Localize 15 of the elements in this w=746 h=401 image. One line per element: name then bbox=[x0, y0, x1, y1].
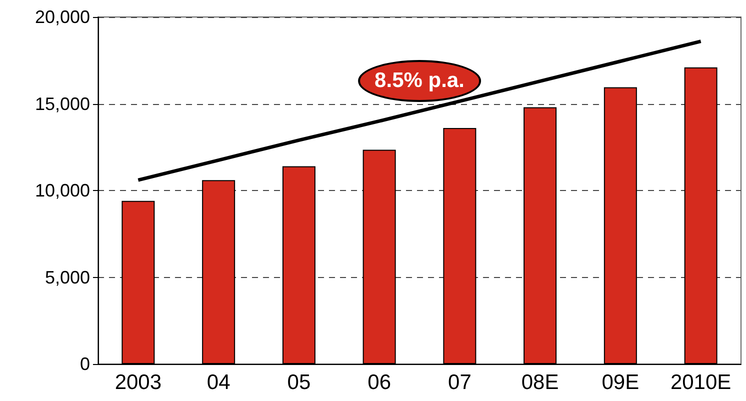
y-tick-label: 20,000 bbox=[34, 7, 90, 27]
x-tick-label: 08E bbox=[521, 371, 559, 394]
y-tick-label: 5,000 bbox=[44, 267, 90, 288]
x-tick-label: 09E bbox=[602, 371, 640, 394]
y-tick-label: 10,000 bbox=[34, 180, 90, 200]
annotation: 8.5% p.a. bbox=[358, 60, 482, 102]
line-series bbox=[136, 40, 703, 182]
x-tick-label: 07 bbox=[448, 371, 472, 394]
x-tick-label: 2003 bbox=[114, 371, 162, 394]
x-tick-label: 04 bbox=[206, 371, 231, 394]
x-tick-label: 2010E bbox=[670, 371, 732, 394]
y-tick-label: 0 bbox=[80, 354, 90, 374]
x-tick-label: 05 bbox=[287, 371, 311, 394]
y-tick-label: 15,000 bbox=[34, 94, 90, 114]
x-tick-label: 06 bbox=[368, 371, 391, 394]
